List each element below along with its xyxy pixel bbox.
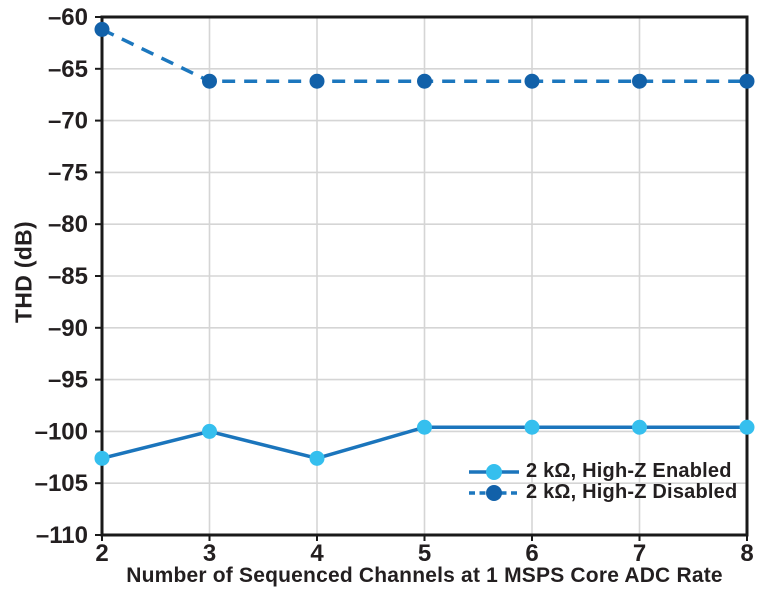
series-1-marker [524, 73, 540, 89]
series-1-marker [739, 73, 755, 89]
series-1-marker [632, 73, 647, 89]
y-tick-label: –110 [36, 522, 88, 549]
y-tick-label: –70 [48, 108, 88, 135]
x-tick-label: 2 [95, 540, 108, 567]
series-1-marker [94, 21, 110, 37]
legend-item-enabled: 2 kΩ, High-Z Enabled [468, 460, 737, 482]
x-tick-label: 8 [740, 540, 753, 567]
y-tick-label: –75 [48, 159, 88, 186]
series-0-marker [202, 423, 217, 439]
legend-item-disabled: 2 kΩ, High-Z Disabled [468, 481, 738, 503]
legend-dashed-line-icon [469, 484, 519, 501]
legend-marker-disabled [486, 484, 502, 501]
y-tick-label: –100 [35, 418, 88, 445]
y-tick-label: –90 [48, 315, 88, 342]
x-tick-label: 6 [525, 540, 538, 567]
plot-border [100, 15, 749, 537]
y-axis-title: THD (dB) [10, 220, 37, 324]
series-1-marker [417, 73, 432, 89]
legend-solid-line-icon [469, 463, 519, 480]
legend-label-enabled: 2 kΩ, High-Z Enabled [526, 460, 732, 482]
legend-marker-enabled [486, 463, 502, 480]
x-tick-label: 4 [310, 540, 324, 567]
y-tick-label: –85 [48, 263, 88, 290]
y-tick-label: –95 [48, 367, 88, 394]
series-0-marker [417, 419, 432, 435]
legend-label-disabled: 2 kΩ, High-Z Disabled [526, 481, 738, 503]
x-tick-label: 7 [633, 540, 646, 567]
legend: 2 kΩ, High-Z Enabled 2 kΩ, High-Z Disabl… [468, 460, 738, 503]
x-tick-label: 3 [203, 540, 216, 567]
y-tick-label: –105 [35, 470, 88, 497]
y-tick-label: –65 [48, 56, 88, 83]
series-0-marker [94, 450, 110, 466]
series-0-marker [739, 419, 755, 435]
x-axis-title: Number of Sequenced Channels at 1 MSPS C… [126, 564, 723, 587]
y-tick-label: –80 [48, 211, 88, 238]
series-0-marker [524, 419, 540, 435]
series-1-marker [202, 73, 217, 89]
x-tick-label: 5 [418, 540, 431, 567]
y-tick-label: –60 [48, 4, 88, 31]
series-0-marker [309, 450, 325, 466]
series-1-marker [309, 73, 325, 89]
series-0-marker [632, 419, 647, 435]
